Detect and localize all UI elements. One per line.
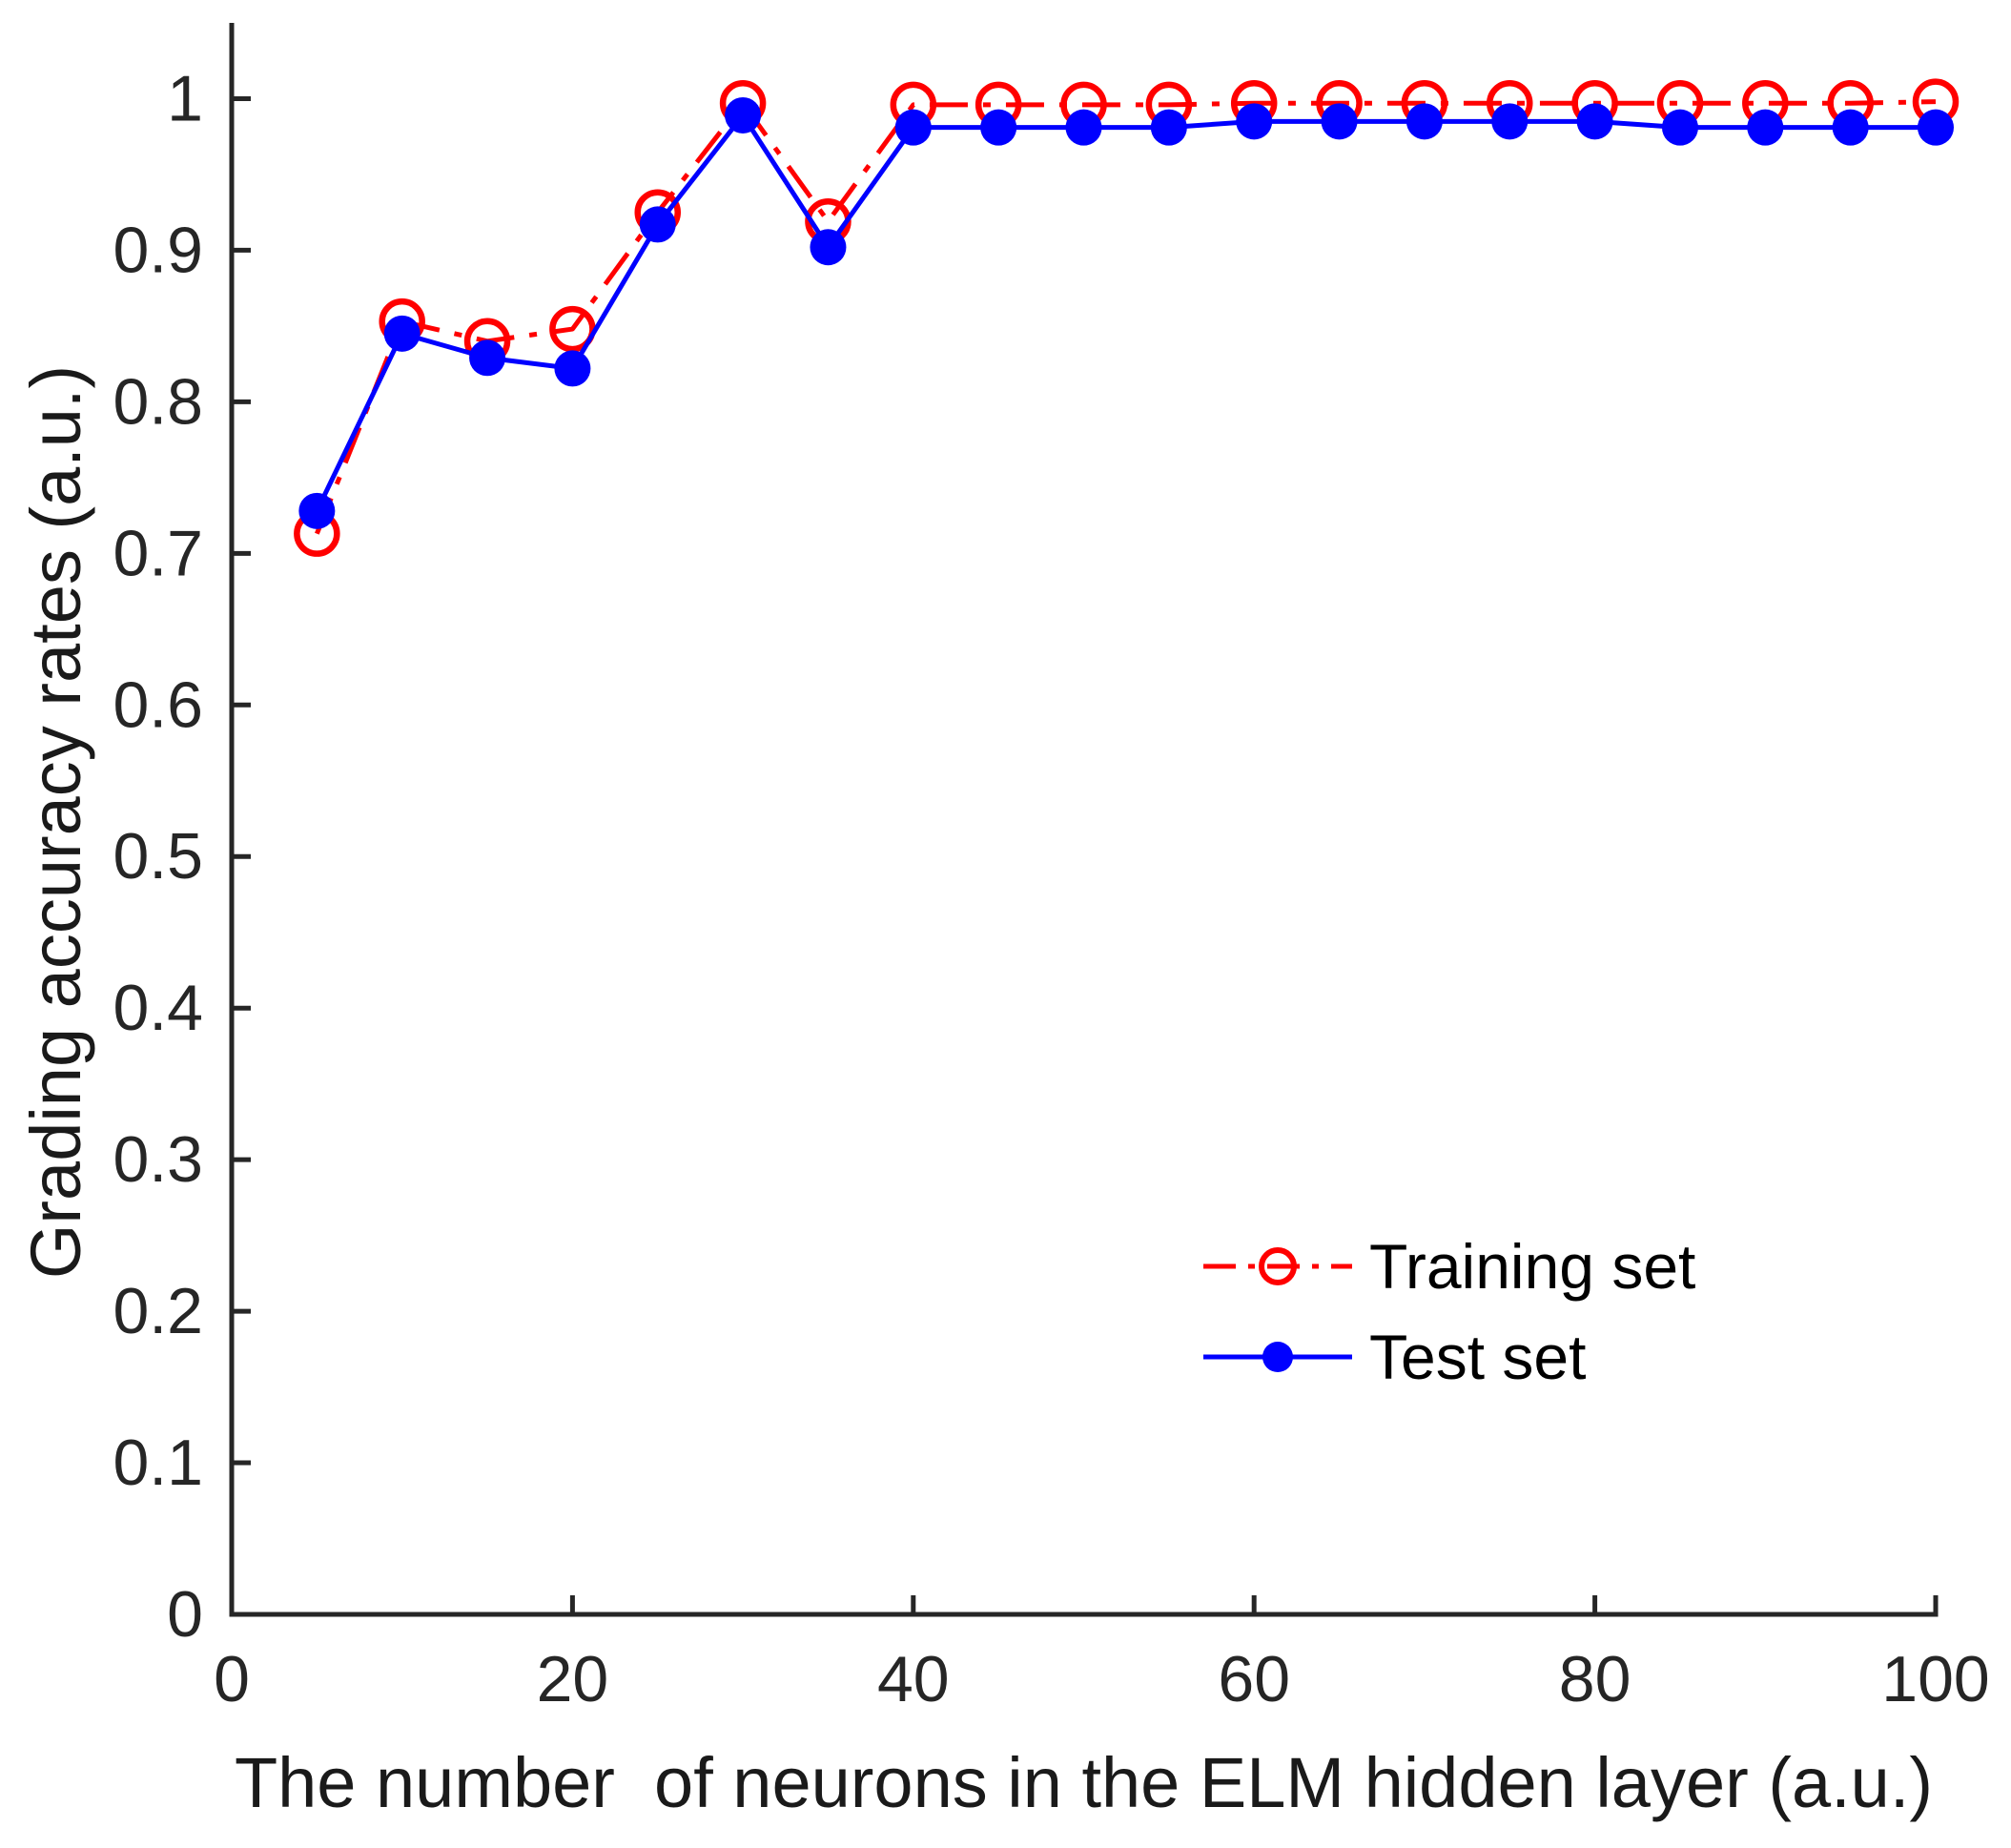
x-tick-label: 20 (537, 1643, 609, 1715)
y-tick-label: 0.3 (113, 1123, 203, 1196)
legend-marker-test-set (1262, 1341, 1293, 1372)
series-marker-test-set (1918, 109, 1954, 146)
series-marker-test-set (1150, 109, 1187, 146)
series-marker-test-set (1236, 103, 1273, 140)
y-tick-label: 0.9 (113, 214, 203, 286)
series-marker-test-set (725, 96, 762, 133)
test-set-line-icon (1203, 1341, 1352, 1372)
y-tick-label: 0 (167, 1578, 203, 1651)
x-tick-label: 100 (1881, 1643, 1989, 1715)
series-marker-test-set (1406, 103, 1443, 140)
legend: Training set Test set (1201, 1221, 1695, 1402)
series-marker-test-set (1321, 103, 1358, 140)
series-marker-test-set (810, 229, 847, 266)
y-tick-label: 0.6 (113, 668, 203, 741)
legend-label-training-set: Training set (1369, 1230, 1696, 1302)
y-tick-label: 0.5 (113, 820, 203, 893)
y-tick-label: 0.1 (113, 1427, 203, 1499)
x-tick-label: 80 (1559, 1643, 1631, 1715)
y-axis-label: Grading accuracy rates (a.u.) (16, 364, 95, 1280)
y-tick-label: 0.7 (113, 517, 203, 589)
series-marker-test-set (1747, 109, 1784, 146)
series-marker-test-set (639, 206, 676, 243)
y-tick-label: 0.4 (113, 972, 203, 1044)
series-marker-test-set (383, 315, 421, 352)
x-tick-label: 60 (1218, 1643, 1290, 1715)
y-tick-label: 1 (167, 62, 203, 134)
x-tick-label: 40 (877, 1643, 950, 1715)
series-marker-test-set (1661, 109, 1698, 146)
series-marker-training-set (549, 305, 596, 353)
series-marker-test-set (1491, 103, 1529, 140)
training-set-line-icon (1203, 1246, 1352, 1285)
x-axis-label: The number of neurons in the ELM hidden … (234, 1743, 1934, 1822)
legend-marker-training-set (1259, 1246, 1297, 1285)
x-tick-label: 0 (214, 1643, 250, 1715)
series-marker-test-set (894, 109, 932, 146)
legend-label-test-set: Test set (1369, 1321, 1587, 1392)
series-marker-test-set (298, 492, 336, 529)
series-marker-test-set (980, 109, 1017, 146)
series-marker-test-set (1576, 103, 1613, 140)
legend-item-test-set: Test set (1201, 1311, 1695, 1402)
series-marker-test-set (469, 339, 506, 377)
y-tick-label: 0.2 (113, 1275, 203, 1347)
series-marker-test-set (554, 350, 591, 387)
series-marker-test-set (1832, 109, 1869, 146)
y-tick-label: 0.8 (113, 365, 203, 438)
series-marker-test-set (1065, 109, 1102, 146)
legend-item-training-set: Training set (1201, 1221, 1695, 1311)
